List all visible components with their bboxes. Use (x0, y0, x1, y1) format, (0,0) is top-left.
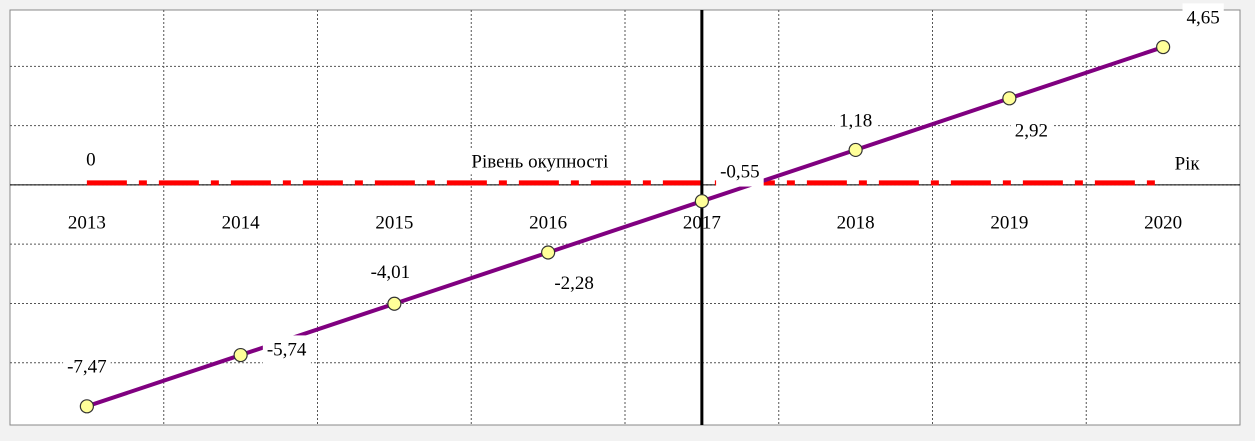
data-label-bg (1182, 3, 1224, 33)
reference-label-bg (468, 149, 612, 175)
marker (1002, 91, 1017, 106)
x-tick-label: 2015 (375, 212, 413, 233)
marker (79, 399, 94, 414)
x-tick-label: 2013 (68, 212, 106, 233)
marker (387, 296, 402, 311)
data-label-bg (262, 335, 311, 365)
data-label: -5,74 (267, 339, 307, 360)
marker (848, 142, 863, 158)
data-label-bg (716, 157, 764, 187)
data-label-bg (1010, 116, 1052, 146)
data-label: -4,01 (371, 262, 411, 283)
x-tick-label: 2019 (990, 212, 1028, 233)
data-label: -0,55 (720, 162, 760, 183)
data-label-bg (550, 268, 598, 298)
marker (694, 194, 709, 209)
x-tick-label: 2014 (222, 212, 261, 233)
data-label: 4,65 (1187, 7, 1220, 28)
x-tick-label: 2020 (1144, 212, 1182, 233)
data-label: 1,18 (839, 110, 872, 131)
data-label-bg (835, 106, 877, 136)
data-label-bg (366, 258, 415, 288)
data-label: 2,92 (1015, 121, 1048, 142)
marker (1156, 39, 1171, 55)
marker (233, 347, 248, 363)
data-label: -2,28 (554, 273, 594, 294)
reference-label: Рівень окупності (471, 151, 608, 172)
x-tick-label: 2016 (529, 212, 567, 233)
reference-value-label: 0 (86, 149, 96, 170)
data-label: -7,47 (67, 357, 107, 378)
data-label-bg (63, 352, 111, 382)
x-tick-label: 2018 (837, 212, 875, 233)
x-axis-label: Рік (1175, 153, 1201, 174)
marker (541, 245, 556, 260)
